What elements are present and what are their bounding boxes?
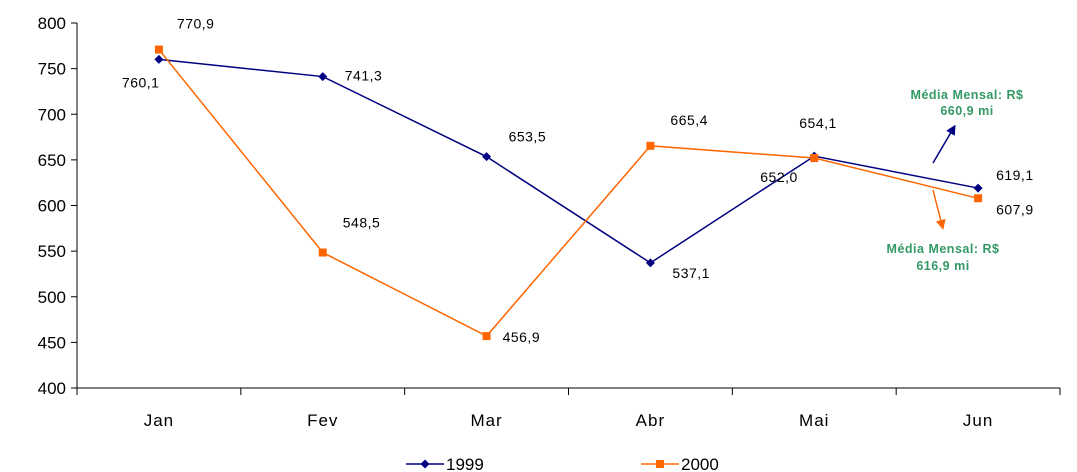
legend: 1999 2000 xyxy=(406,455,719,472)
x-tick-label: Jan xyxy=(144,411,174,430)
data-label-2000: 652,0 xyxy=(760,169,798,185)
data-point-2000 xyxy=(318,248,327,257)
annotation-1999-arrow xyxy=(932,124,956,164)
y-tick-label: 450 xyxy=(38,333,66,352)
data-point-2000 xyxy=(974,194,983,203)
y-tick-label: 600 xyxy=(38,197,66,216)
data-label-2000: 456,9 xyxy=(503,329,541,345)
data-label-1999: 619,1 xyxy=(996,167,1034,183)
legend-marker-2000 xyxy=(656,460,664,468)
series-lines xyxy=(158,49,979,338)
data-point-2000 xyxy=(482,332,491,341)
y-tick-label: 800 xyxy=(38,14,66,33)
data-point-1999 xyxy=(482,152,492,162)
annotation-1999: Média Mensal: R$ 660,9 mi xyxy=(911,88,1024,164)
data-point-2000 xyxy=(646,141,655,150)
data-label-1999: 760,1 xyxy=(122,74,160,90)
y-tick-label: 700 xyxy=(38,105,66,124)
data-point-2000 xyxy=(154,45,163,54)
series-line-2000 xyxy=(158,49,979,338)
y-tick-label: 400 xyxy=(38,379,66,398)
legend-label-1999: 1999 xyxy=(446,455,484,472)
x-tick-label: Abr xyxy=(636,411,665,430)
series-line-1999 xyxy=(158,58,979,264)
annotation-2000-arrow xyxy=(932,189,946,230)
annotation-1999-line2: 660,9 mi xyxy=(940,104,993,118)
annotation-2000: Média Mensal: R$ 616,9 mi xyxy=(887,189,1000,273)
data-labels: 760,1 741,3 653,5 537,1 654,1 619,1 770,9 548,5… xyxy=(122,16,1034,346)
series-markers xyxy=(154,45,983,341)
legend-label-2000: 2000 xyxy=(681,455,719,472)
data-label-1999: 653,5 xyxy=(509,129,547,145)
axes: 400 450 500 550 600 650 700 750 800 Jan Fev Mar Abr M… xyxy=(38,14,1061,430)
data-point-2000 xyxy=(810,154,819,163)
legend-item-2000: 2000 xyxy=(641,455,719,472)
data-point-1999 xyxy=(154,54,164,64)
data-point-1999 xyxy=(973,183,983,193)
x-tick-label: Mai xyxy=(799,411,829,430)
data-label-2000: 665,4 xyxy=(670,112,708,128)
data-label-2000: 607,9 xyxy=(996,201,1034,217)
annotation-2000-line1: Média Mensal: R$ xyxy=(887,242,1000,256)
y-tick-label: 750 xyxy=(38,60,66,79)
annotation-2000-line2: 616,9 mi xyxy=(916,259,969,273)
x-tick-label: Fev xyxy=(307,411,338,430)
legend-item-1999: 1999 xyxy=(406,455,484,472)
data-point-1999 xyxy=(645,258,655,268)
data-label-2000: 548,5 xyxy=(343,214,381,230)
y-tick-label: 500 xyxy=(38,288,66,307)
data-point-1999 xyxy=(318,72,328,82)
data-label-1999: 537,1 xyxy=(672,265,710,281)
legend-marker-1999 xyxy=(420,459,430,469)
y-tick-label: 550 xyxy=(38,242,66,261)
annotation-1999-line1: Média Mensal: R$ xyxy=(911,88,1024,102)
y-tick-label: 650 xyxy=(38,151,66,170)
x-tick-label: Jun xyxy=(963,411,993,430)
data-label-1999: 741,3 xyxy=(345,68,383,84)
data-label-2000: 770,9 xyxy=(177,16,215,32)
x-tick-label: Mar xyxy=(470,411,502,430)
data-label-1999: 654,1 xyxy=(799,115,837,131)
